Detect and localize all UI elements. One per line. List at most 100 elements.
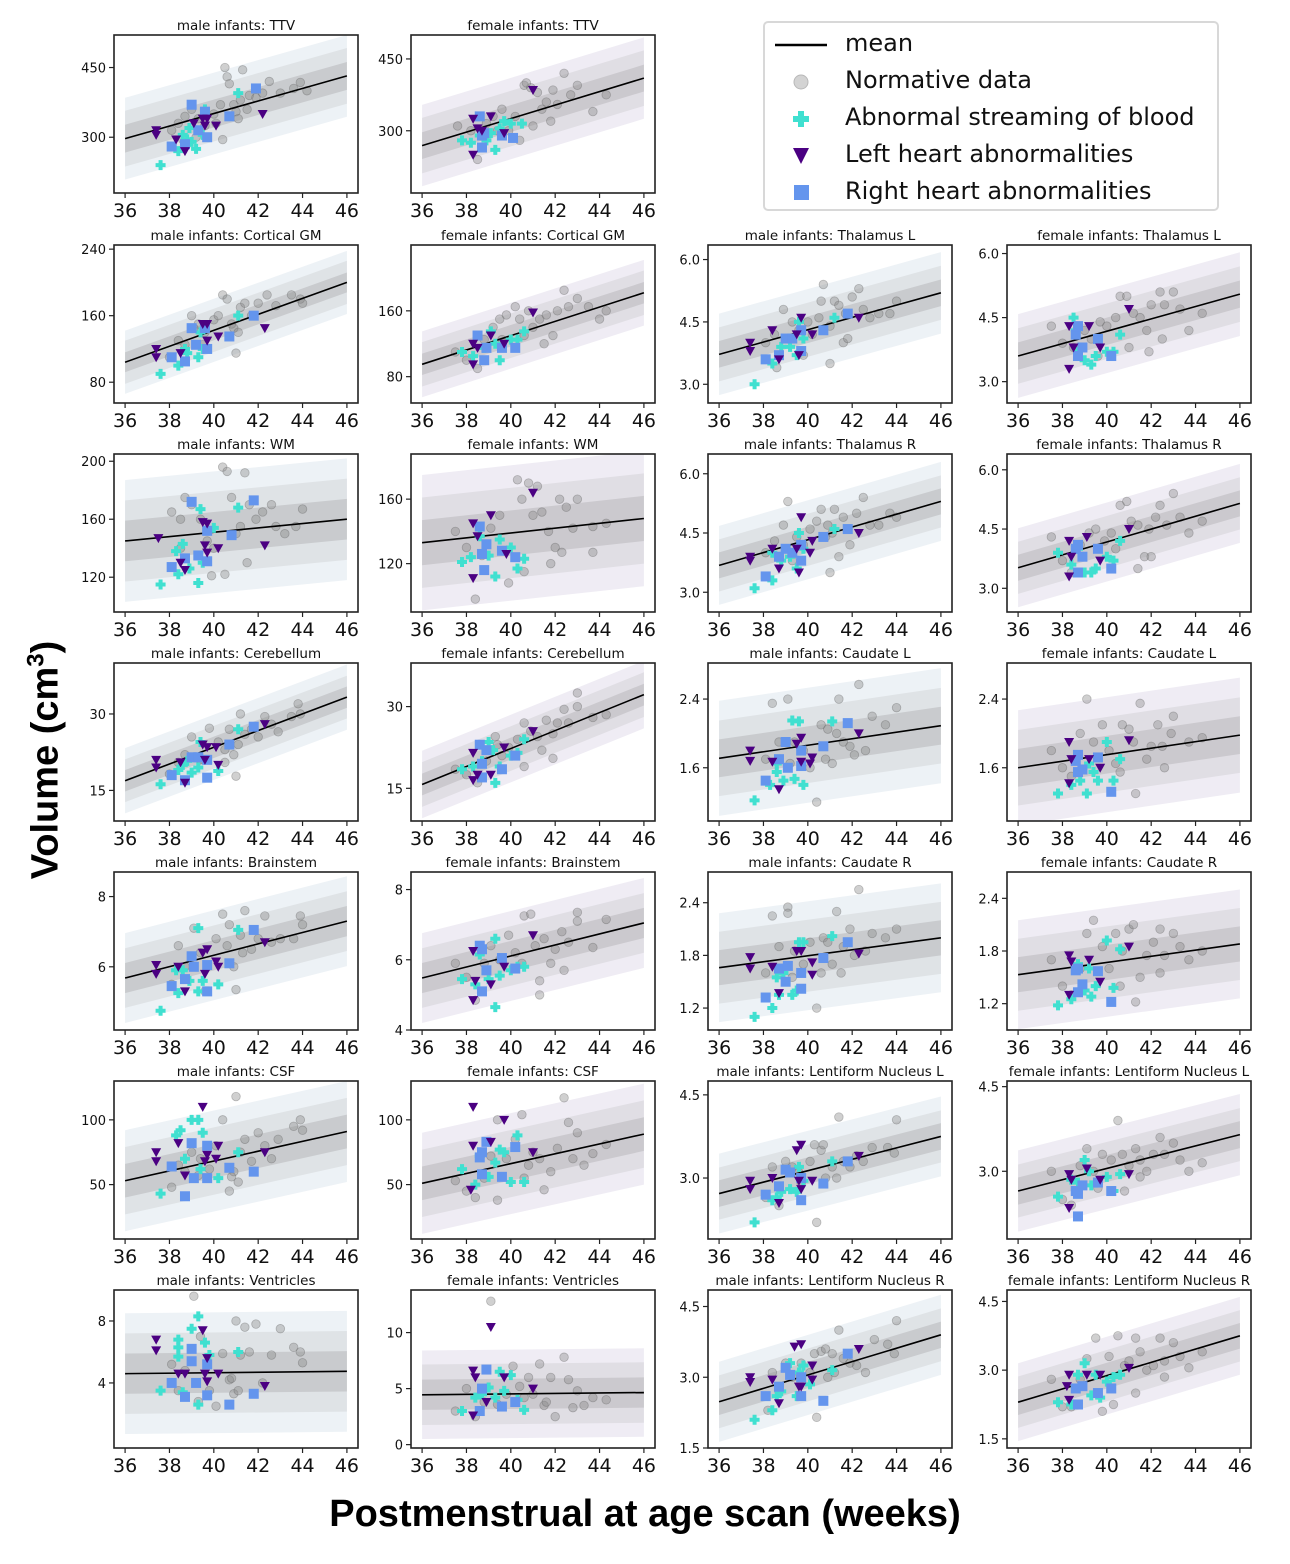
right-heart-point <box>202 525 213 536</box>
normative-point <box>1106 1155 1116 1165</box>
left-heart-point <box>171 135 182 145</box>
mean-line <box>125 1370 347 1375</box>
normative-point <box>1184 955 1194 965</box>
y-tick-label: 3.0 <box>679 1371 700 1386</box>
plot-frame <box>707 662 953 822</box>
x-tick-label: 42 <box>246 1037 270 1059</box>
plot-area <box>422 454 644 611</box>
left-heart-point <box>213 1141 224 1151</box>
normative-point <box>880 720 891 730</box>
left-heart-point <box>179 1171 190 1181</box>
y-tick-label: 4.5 <box>679 1301 700 1316</box>
right-heart-point <box>842 308 853 319</box>
abnormal-streaming-point <box>505 1370 516 1381</box>
normative-point <box>1184 1363 1194 1373</box>
abnormal-streaming-point <box>1086 567 1097 578</box>
panel-male-infants-lentiform-nucleus-l: male infants: Lentiform Nucleus L 36 38 40 4… <box>679 1064 953 1268</box>
normative-point <box>217 909 228 919</box>
x-tick-label: 42 <box>246 619 270 641</box>
x-tick-label: 46 <box>632 1455 656 1477</box>
normative-point <box>242 558 252 568</box>
abnormal-streaming-point <box>505 334 516 345</box>
x-tick-label: 38 <box>454 619 478 641</box>
normative-point <box>226 1373 237 1383</box>
normative-point <box>253 1128 263 1138</box>
left-heart-point <box>202 519 213 529</box>
abnormal-streaming-point <box>476 1389 487 1400</box>
normative-point <box>1046 1166 1057 1176</box>
abnormal-streaming-point <box>793 528 804 538</box>
normative-point <box>1155 1132 1165 1143</box>
normative-point <box>550 1411 560 1422</box>
abnormal-streaming-point <box>505 118 516 129</box>
left-heart-point <box>528 931 538 941</box>
right-heart-point <box>474 1152 485 1163</box>
panel-title: female infants: Thalamus L <box>1037 228 1221 244</box>
x-tick-label: 46 <box>335 1455 359 1477</box>
normative-point <box>552 718 563 728</box>
normative-point <box>180 111 190 122</box>
normative-point <box>1082 694 1092 704</box>
normative-point <box>805 1156 815 1167</box>
abnormal-streaming-point <box>791 1186 802 1197</box>
x-tick-label: 44 <box>290 1037 314 1059</box>
abnormal-streaming-point <box>179 1153 190 1164</box>
normative-point <box>1197 308 1207 319</box>
abnormal-streaming-point <box>195 504 206 515</box>
left-heart-point <box>151 1157 162 1167</box>
normative-point <box>849 750 860 760</box>
normative-point <box>1159 763 1170 773</box>
left-heart-point <box>853 729 864 739</box>
normative-point <box>1046 532 1057 542</box>
x-tick-label: 46 <box>632 619 656 641</box>
abnormal-streaming-point <box>182 348 193 359</box>
normative-point <box>220 569 230 580</box>
left-heart-point <box>257 110 268 119</box>
left-heart-point <box>470 976 481 986</box>
left-heart-point <box>197 1102 208 1112</box>
plot-area <box>1017 889 1241 1030</box>
plot-frame <box>113 34 359 194</box>
right-heart-point <box>199 106 210 117</box>
abnormal-streaming-point <box>457 346 468 357</box>
abnormal-streaming-point <box>1053 788 1064 799</box>
x-tick-label: 40 <box>796 1455 820 1477</box>
left-heart-point <box>468 776 479 786</box>
abnormal-streaming-point <box>468 761 479 772</box>
x-tick-label: 38 <box>157 1246 181 1268</box>
normative-point <box>222 294 232 304</box>
y-tick-label: 30 <box>386 701 403 716</box>
right-heart-point <box>780 1362 791 1373</box>
plot-frame <box>410 453 656 613</box>
left-heart-point <box>793 351 804 361</box>
normative-point <box>175 514 186 524</box>
normative-point <box>1117 720 1128 730</box>
abnormal-streaming-point <box>488 745 499 756</box>
abnormal-streaming-point <box>505 542 516 553</box>
abnormal-streaming-point <box>1092 775 1103 786</box>
abnormal-streaming-point <box>827 1156 838 1167</box>
normative-point <box>288 1342 299 1353</box>
left-heart-point <box>485 1322 496 1332</box>
panel-female-infants-thalamus-r: female infants: Thalamus R 36 38 40 42 44 46 3.… <box>978 437 1252 641</box>
right-heart-point <box>179 356 190 367</box>
x-tick-label: 46 <box>632 410 656 432</box>
legend: mean Normative data Abnormal streaming o… <box>763 21 1219 211</box>
right-heart-point <box>510 1142 521 1153</box>
abnormal-streaming-point <box>789 773 800 784</box>
left-heart-point <box>807 1176 818 1186</box>
plot-frame <box>1006 662 1252 822</box>
abnormal-streaming-point <box>483 737 494 747</box>
right-heart-point <box>1072 1188 1083 1199</box>
left-heart-point <box>796 1382 807 1392</box>
right-heart-point <box>773 1181 784 1192</box>
left-heart-point <box>197 948 208 958</box>
x-tick-label: 36 <box>1006 1246 1030 1268</box>
left-heart-point <box>1064 1395 1075 1405</box>
normative-point <box>1159 1372 1170 1382</box>
right-heart-point <box>496 1401 507 1412</box>
normative-point <box>601 914 611 925</box>
x-tick-label: 44 <box>587 1455 611 1477</box>
normative-point <box>854 679 864 690</box>
left-heart-point <box>485 511 496 521</box>
